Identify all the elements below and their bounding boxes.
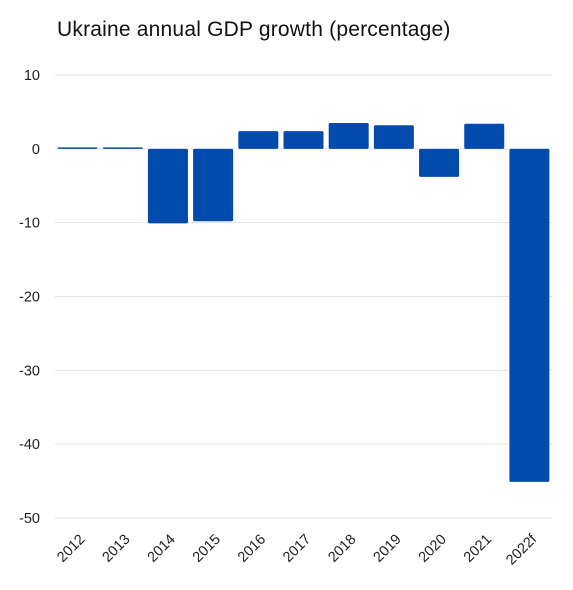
bar-2018 — [328, 122, 369, 149]
x-tick-label-2015: 2015 — [190, 532, 224, 566]
x-tick-label-2022f: 2022f — [503, 531, 541, 569]
y-tick-label: -20 — [19, 290, 40, 306]
x-tick-label-2012: 2012 — [54, 532, 88, 566]
x-axis-tick-labels: 2012 2013 2014 2015 2016 2017 2018 2019 2020 2021… — [54, 531, 541, 569]
bar-2020 — [419, 148, 460, 177]
bar-2014 — [147, 148, 188, 224]
bar-2022f — [509, 148, 550, 482]
x-tick-label-2018: 2018 — [325, 532, 359, 566]
bar-2019 — [373, 125, 414, 149]
y-axis-tick-labels: 10 0 -10 -20 -30 -40 -50 — [19, 68, 40, 527]
bar-2021 — [464, 123, 505, 149]
y-tick-label: 10 — [24, 68, 40, 84]
x-tick-label-2019: 2019 — [371, 532, 405, 566]
x-tick-label-2021: 2021 — [461, 532, 495, 566]
y-tick-label: -10 — [19, 216, 40, 232]
bar-2015 — [193, 148, 234, 222]
y-tick-label: 0 — [32, 142, 40, 158]
x-tick-label-2017: 2017 — [280, 532, 314, 566]
bar-2016 — [238, 131, 279, 149]
y-tick-label: -30 — [19, 363, 40, 379]
x-tick-label-2020: 2020 — [416, 532, 450, 566]
bar-2013 — [102, 147, 143, 149]
bar-2017 — [283, 131, 324, 149]
x-tick-label-2013: 2013 — [99, 532, 133, 566]
x-tick-label-2014: 2014 — [145, 532, 179, 566]
y-tick-label: -50 — [19, 511, 40, 527]
bar-2012 — [57, 147, 98, 149]
grid-lines — [55, 74, 552, 519]
y-tick-label: -40 — [19, 437, 40, 453]
x-tick-label-2016: 2016 — [235, 532, 269, 566]
bars — [57, 122, 550, 482]
chart-title: Ukraine annual GDP growth (percentage) — [57, 18, 451, 41]
